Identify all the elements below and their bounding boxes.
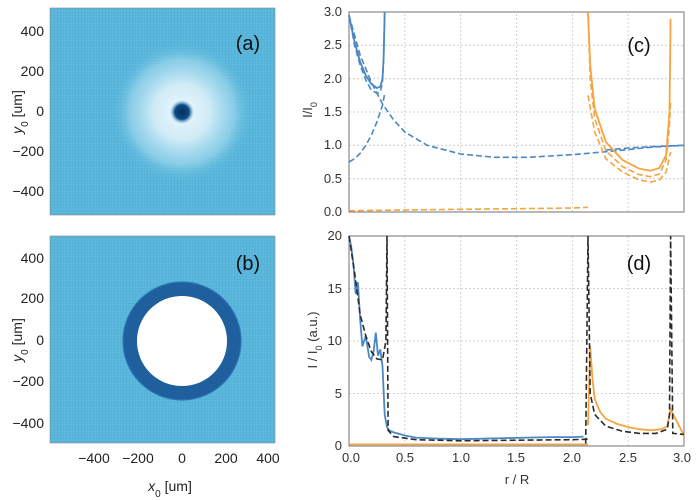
xtick-label: −200 [122, 450, 154, 466]
frame-d [348, 235, 685, 447]
ylabel-a-sub: 0 [20, 121, 31, 127]
ytick-label: 10 [328, 333, 342, 348]
ytick-label: 1.5 [324, 104, 342, 119]
ylabel-c: I/I0 [300, 102, 319, 118]
ytick-label: 200 [21, 290, 45, 306]
frame-c [348, 11, 685, 213]
xtick-label: 0.0 [342, 450, 360, 465]
ytick-label: 400 [21, 250, 45, 266]
xtick-label: −400 [78, 450, 110, 466]
ylabel-b: y0 [um] [9, 318, 31, 363]
ytick-label: 2.5 [324, 37, 342, 52]
ytick-label: 0.0 [324, 204, 342, 219]
panel-a: (a) 400 200 0 −200 −400 y0 [um] [9, 7, 276, 216]
ytick-label: 15 [328, 281, 342, 296]
ytick-label: 200 [21, 63, 45, 79]
ylabel-a: y0 [um] [9, 90, 31, 135]
ytick-label: −200 [12, 143, 44, 159]
ylabel-d-sub: 0 [314, 345, 324, 350]
ring-b [123, 282, 241, 400]
ylabel-c-sub: 0 [309, 102, 319, 107]
xlabel-b-unit: [um] [161, 478, 192, 494]
series-c [348, 11, 685, 212]
ytick-label: 3.0 [324, 4, 342, 19]
ytick-label: −200 [12, 373, 44, 389]
series-line-blue-solid [348, 11, 386, 90]
series-line-orange-measured [587, 346, 685, 436]
series-line-theory-inner [348, 235, 589, 442]
ylabel-d-unit: (a.u.) [305, 311, 320, 345]
xticks-d: 0.0 0.5 1.0 1.5 2.0 2.5 3.0 [342, 450, 691, 465]
xtick-label: 2.0 [563, 450, 581, 465]
core-a [170, 100, 194, 124]
xlabel-b-sub: 0 [155, 489, 161, 500]
ylabel-b-sub: 0 [20, 349, 31, 355]
ytick-label: 2.0 [324, 71, 342, 86]
xtick-label: 0.5 [396, 450, 414, 465]
ytick-label: −400 [12, 415, 44, 431]
ring-b-edge [122, 281, 242, 401]
xlabel-d: r / R [505, 472, 530, 487]
series-line-blue-dashed-flat [605, 144, 685, 151]
ylabel-b-unit: [um] [9, 318, 25, 349]
panel-label-b: (b) [236, 253, 260, 275]
ylabel-a-unit: [um] [9, 90, 25, 121]
panel-c: (c) 0.0 0.5 1.0 1.5 2.0 2.5 3.0 I/I0 [300, 4, 685, 219]
xlabel-b-var: x [147, 478, 156, 494]
ylabel-a-var: y [9, 126, 25, 135]
series-line-blue-dashed-upper [348, 11, 386, 95]
series-d [348, 235, 685, 446]
panel-label-a: (a) [236, 33, 260, 55]
panel-b: (b) 400 200 0 −200 −400 −400 −200 0 200 … [9, 235, 280, 500]
ytick-label: 1.0 [324, 137, 342, 152]
panel-label-d: (d) [627, 253, 651, 275]
ylabel-d-main: I / I [305, 350, 320, 368]
ytick-label: 5 [335, 386, 342, 401]
xtick-label: 0 [178, 450, 186, 466]
series-line-theory-outer [584, 235, 685, 444]
yticks-a: 400 200 0 −200 −400 [12, 23, 44, 199]
xticks-b: −400 −200 0 200 400 [78, 450, 280, 466]
series-line-blue-dashed-decay [348, 15, 685, 159]
xtick-label: 1.5 [507, 450, 525, 465]
inner-b [137, 296, 227, 386]
panel-d: (d) 0 5 10 15 20 0.0 0.5 1.0 1.5 2.0 2.5… [305, 228, 691, 487]
xlabel-b: x0 [um] [147, 478, 192, 500]
series-line-orange-dashed-baseline [348, 206, 589, 212]
series-line-blue-measured [348, 235, 584, 441]
series-line-orange-dashed-upper [587, 11, 672, 178]
ytick-label: 0 [36, 332, 44, 348]
ytick-label: 0.5 [324, 171, 342, 186]
xtick-label: 1.0 [452, 450, 470, 465]
series-line-orange-dashed-lower [587, 95, 672, 183]
yticks-b: 400 200 0 −200 −400 [12, 250, 44, 431]
ytick-label: −400 [12, 183, 44, 199]
ylabel-c-main: I/I [300, 107, 315, 118]
yticks-c: 0.0 0.5 1.0 1.5 2.0 2.5 3.0 [324, 4, 342, 219]
ytick-label: 0 [335, 438, 342, 453]
xtick-label: 3.0 [673, 450, 691, 465]
xtick-label: 2.5 [619, 450, 637, 465]
yticks-d: 0 5 10 15 20 [328, 228, 342, 453]
ytick-label: 400 [21, 23, 45, 39]
ylabel-d: I / I0 (a.u.) [305, 311, 324, 368]
xtick-label: 200 [214, 450, 238, 466]
ytick-label: 0 [36, 103, 44, 119]
panel-label-c: (c) [627, 35, 650, 57]
ytick-label: 20 [328, 228, 342, 243]
ylabel-b-var: y [9, 354, 25, 363]
xtick-label: 400 [256, 450, 280, 466]
series-line-blue-dashed-rise [348, 93, 386, 163]
